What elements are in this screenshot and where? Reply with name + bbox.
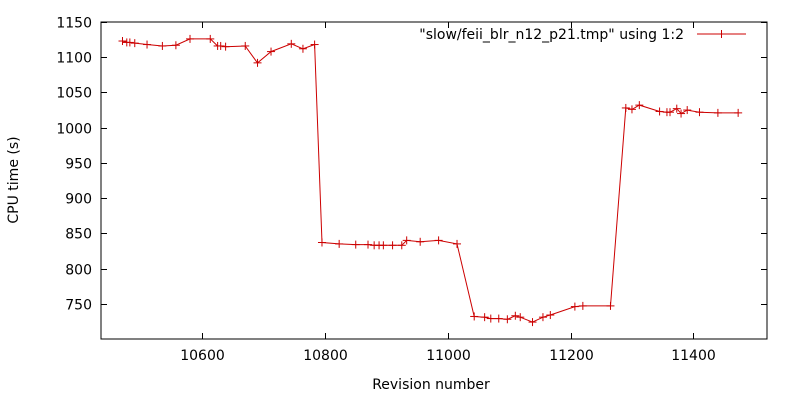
data-point xyxy=(253,58,262,67)
data-point xyxy=(158,41,167,50)
data-point xyxy=(298,44,307,53)
data-point xyxy=(538,313,547,322)
data-point xyxy=(221,42,230,51)
data-point xyxy=(317,238,326,247)
x-axis-title: Revision number xyxy=(372,377,490,393)
data-point xyxy=(470,312,479,321)
data-point xyxy=(578,301,587,310)
data-point xyxy=(528,318,537,327)
data-point xyxy=(480,313,489,322)
x-tick-label: 10800 xyxy=(303,348,348,364)
data-point xyxy=(627,105,636,114)
data-point xyxy=(118,37,127,46)
data-point xyxy=(672,104,681,113)
data-point xyxy=(267,47,276,56)
y-tick-label: 750 xyxy=(65,298,92,314)
data-point xyxy=(143,40,152,49)
data-point xyxy=(416,237,425,246)
y-tick-label: 1100 xyxy=(56,51,92,67)
data-point xyxy=(335,239,344,248)
y-tick-label: 800 xyxy=(65,263,92,279)
data-point xyxy=(683,106,692,115)
x-tick-label: 10600 xyxy=(180,348,225,364)
data-point xyxy=(511,311,520,320)
data-point xyxy=(666,108,675,117)
data-point xyxy=(206,34,215,43)
x-tick-label: 11000 xyxy=(426,348,471,364)
data-point xyxy=(695,108,704,117)
data-point xyxy=(677,109,686,118)
legend-entry-label: "slow/feii_blr_n12_p21.tmp" using 1:2 xyxy=(419,27,684,43)
y-tick-label: 850 xyxy=(65,227,92,243)
x-tick-label: 11400 xyxy=(671,348,716,364)
data-point xyxy=(216,41,225,50)
data-point xyxy=(516,313,525,322)
data-point xyxy=(125,38,134,47)
plot-frame xyxy=(100,21,768,340)
data-point xyxy=(186,34,195,43)
y-axis-title: CPU time (s) xyxy=(6,136,22,223)
data-point xyxy=(570,302,579,311)
y-tick-label: 950 xyxy=(65,157,92,173)
data-point xyxy=(241,41,250,50)
y-tick-label: 1050 xyxy=(56,86,92,102)
data-point xyxy=(351,240,360,249)
y-tick-label: 1150 xyxy=(56,16,92,32)
data-point xyxy=(621,103,630,112)
data-point xyxy=(397,241,406,250)
data-point xyxy=(655,107,664,116)
data-point xyxy=(635,101,644,110)
y-tick-label: 1000 xyxy=(56,122,92,138)
data-point xyxy=(364,240,373,249)
data-point xyxy=(402,236,411,245)
data-point xyxy=(310,40,319,49)
data-point xyxy=(388,241,397,250)
axes-layer: 750 800 850 900 950 1000 1050 1100 1150 10600 1080… xyxy=(56,16,767,364)
x-tick-label: 11200 xyxy=(549,348,594,364)
series-line xyxy=(122,38,739,323)
data-point xyxy=(606,301,615,310)
data-point xyxy=(734,108,743,117)
data-point xyxy=(130,39,139,48)
data-point xyxy=(503,315,512,324)
data-point xyxy=(494,314,503,323)
data-point xyxy=(546,311,555,320)
data-point xyxy=(171,41,180,50)
data-point xyxy=(713,108,722,117)
data-point xyxy=(453,239,462,248)
data-point xyxy=(287,39,296,48)
data-point xyxy=(379,241,388,250)
data-point xyxy=(434,236,443,245)
y-tick-label: 900 xyxy=(65,192,92,208)
data-point xyxy=(486,314,495,323)
series-layer xyxy=(118,34,743,327)
legend: "slow/feii_blr_n12_p21.tmp" using 1:2 xyxy=(419,27,746,43)
